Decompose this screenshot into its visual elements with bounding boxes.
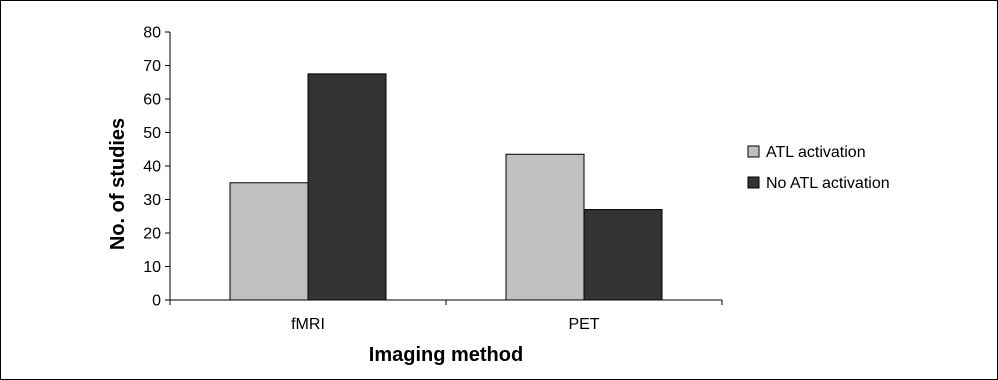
x-axis-ticks: fMRI PET — [169, 300, 723, 333]
legend-swatch — [747, 145, 760, 158]
x-axis-title: Imaging method — [369, 344, 523, 366]
y-tick-label: 70 — [143, 58, 161, 75]
x-tick-label: PET — [568, 316, 599, 333]
bar-fmri-atl-activation — [229, 182, 309, 301]
legend: ATL activation No ATL activation — [747, 144, 890, 192]
y-tick-label: 60 — [143, 92, 161, 109]
bar-pet-no-atl-activation — [583, 209, 663, 301]
y-tick-label: 0 — [152, 293, 161, 310]
bar-pet-atl-activation — [505, 153, 585, 301]
legend-label: ATL activation — [766, 144, 866, 161]
legend-label: No ATL activation — [766, 175, 890, 192]
y-tick-label: 10 — [143, 259, 161, 276]
y-axis-ticks: 0 10 20 30 40 50 60 70 80 — [143, 25, 170, 310]
y-tick-label: 30 — [143, 192, 161, 209]
y-axis-title: No. of studies — [107, 118, 129, 250]
bar-fmri-no-atl-activation — [307, 73, 387, 301]
y-tick-label: 20 — [143, 226, 161, 243]
legend-swatch — [747, 176, 760, 189]
x-tick-label: fMRI — [291, 316, 325, 333]
bars-group — [229, 73, 663, 301]
y-tick-label: 50 — [143, 125, 161, 142]
y-tick-label: 80 — [143, 25, 161, 42]
y-tick-label: 40 — [143, 159, 161, 176]
